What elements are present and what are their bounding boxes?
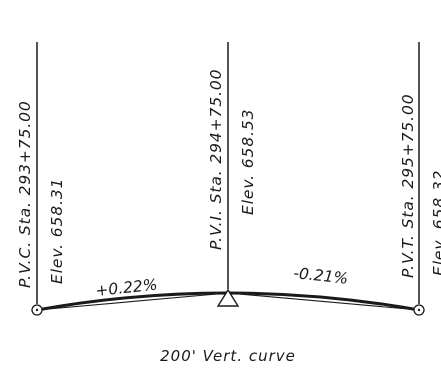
pvt-station-label: P.V.T. Sta. 295+75.00 — [399, 94, 417, 279]
pvt-elevation-label: Elev. 658.32 — [430, 170, 441, 276]
pvi-station-label: P.V.I. Sta. 294+75.00 — [207, 69, 225, 250]
pvt-point-marker — [413, 304, 425, 316]
pvi-triangle-marker — [216, 288, 240, 307]
outgoing-grade-tangent — [227, 292, 420, 311]
incoming-grade-tangent — [36, 292, 229, 311]
outgoing-grade-label: -0.21% — [293, 264, 349, 288]
pvc-elevation-label: Elev. 658.31 — [48, 178, 66, 284]
curve-length-caption: 200' Vert. curve — [160, 347, 296, 365]
pvc-station-label: P.V.C. Sta. 293+75.00 — [16, 100, 34, 288]
pvc-point-marker — [31, 304, 43, 316]
pvi-elevation-label: Elev. 658.53 — [239, 109, 257, 215]
